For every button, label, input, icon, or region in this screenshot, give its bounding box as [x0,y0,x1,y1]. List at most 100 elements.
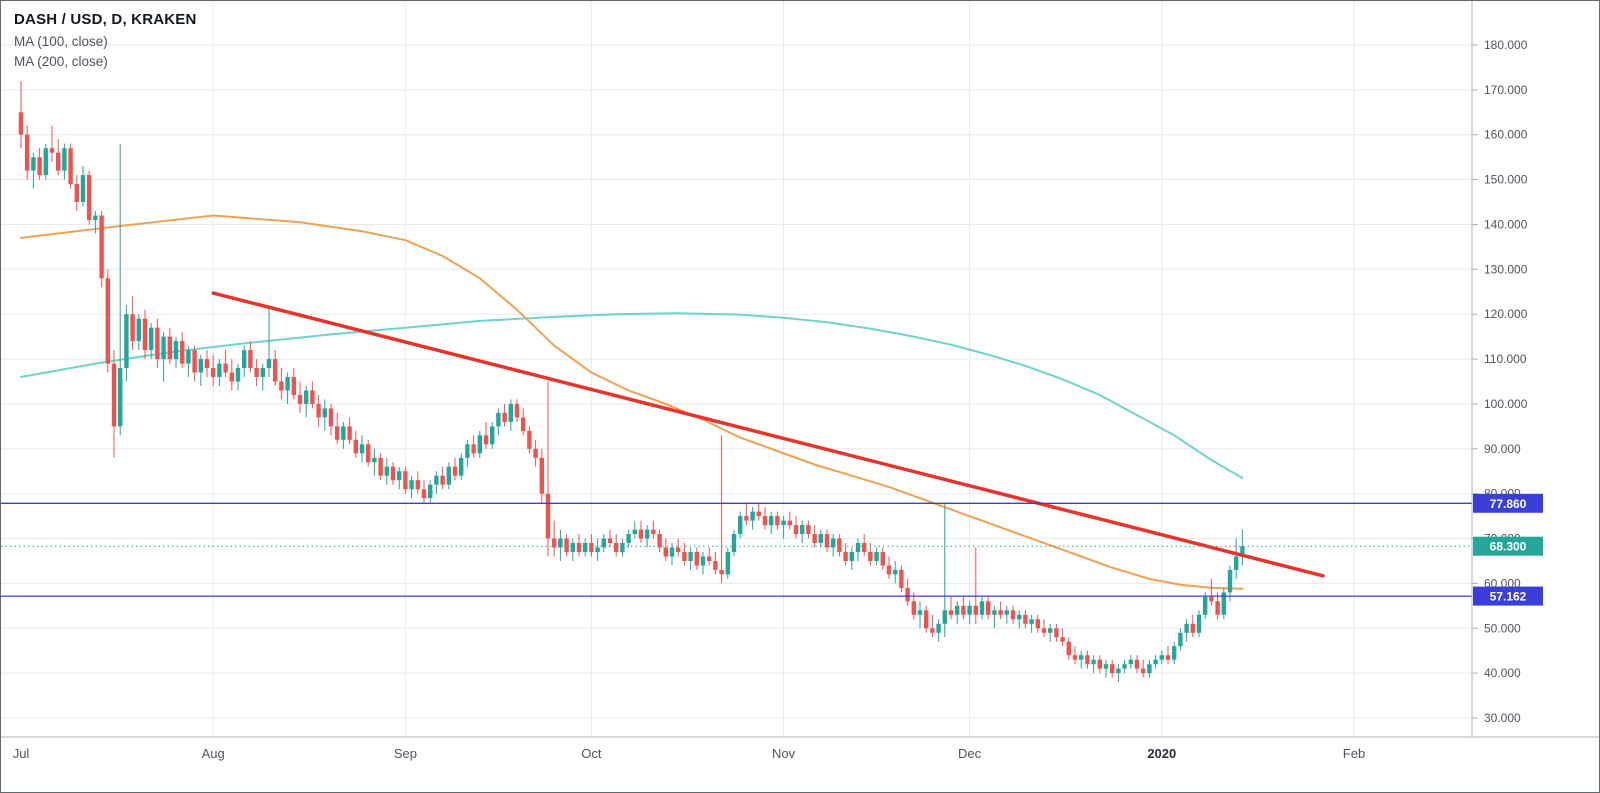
candle-body [1178,632,1183,647]
time-tick-label: Feb [1343,746,1365,761]
upper-level-badge[interactable]: 77.860 [1473,493,1543,513]
price-axis[interactable]: 180.000 170.000 160.000 150.000 140.000 130.0… [1472,38,1528,725]
candle-body [955,605,960,615]
candle-body [322,408,327,418]
candle-body [384,466,389,476]
candle-body [1147,664,1152,674]
candle-body [316,403,321,418]
price-tick-label: 120.000 [1484,307,1528,321]
candle-body [744,516,749,521]
candle-body [775,516,780,526]
ma200-line[interactable] [20,312,1244,479]
time-axis[interactable]: Jul Aug Sep Oct Nov Dec 2020 Feb [13,746,1366,761]
candle-body [533,448,538,458]
time-tick-label: 2020 [1147,746,1176,761]
candle-body [359,444,365,454]
candle-body [552,538,557,548]
candle-body [446,466,451,485]
candle-body [1184,623,1189,633]
candle-body [496,412,501,427]
time-tick-label: Sep [394,746,417,761]
candle-body [942,610,947,624]
candle-body [18,112,24,135]
candle-body [899,569,904,588]
ma200-legend[interactable]: MA (200, close) [14,54,108,69]
candles-series[interactable] [18,80,1245,683]
candle-body [297,395,303,404]
candle-body [1023,614,1028,624]
candle-body [793,525,799,534]
candle-body [43,148,48,176]
badge-price-label: 57.162 [1490,590,1527,604]
price-tick-label: 180.000 [1484,38,1528,52]
candle-body [266,359,272,368]
candle-body [105,278,110,364]
candle-body [1103,664,1109,669]
candle-body [1203,596,1208,615]
candle-body [155,327,160,360]
candle-body [595,547,600,552]
candle-body [409,480,414,490]
candle-body [973,605,978,615]
candle-body [1227,569,1233,593]
candle-body [1128,659,1133,665]
ma100-legend[interactable]: MA (100, close) [14,34,108,49]
candle-body [607,538,613,543]
candle-body [682,552,687,561]
candle-body [1035,619,1040,629]
candle-body [248,350,253,368]
candle-body [477,435,482,454]
candle-body [707,556,712,561]
candle-body [353,439,358,454]
candle-body [651,529,656,534]
candle-body [217,363,222,377]
candle-body [1079,655,1084,660]
trendline[interactable] [211,291,1325,578]
candle-body [1190,623,1195,633]
candle-body [700,556,706,566]
candle-body [80,175,86,202]
lower-level-badge[interactable]: 57.162 [1473,586,1543,606]
candle-body [279,381,284,391]
candle-body [223,363,228,373]
candle-body [657,534,662,548]
candle-body [211,368,216,377]
last-price-badge[interactable]: 68.300 [1473,536,1543,556]
chart-legend: DASH / USD, D, KRAKEN MA (100, close) MA… [14,11,197,72]
candle-body [149,327,154,351]
time-tick-label: Aug [202,746,225,761]
candle-body [676,547,681,552]
grid-layer [1,1,1472,737]
candle-body [1159,655,1164,660]
candle-body [471,444,476,454]
time-tick-label: Oct [581,746,602,761]
candle-body [725,552,730,575]
candle-body [874,552,879,561]
candle-body [1240,546,1245,557]
candle-body [663,547,668,557]
candle-body [812,534,817,543]
candle-body [911,601,916,615]
candle-body [285,377,290,391]
candle-body [1141,668,1146,674]
candle-body [1060,637,1065,642]
candle-body [167,336,172,360]
candle-body [434,475,439,485]
candle-body [273,359,278,382]
price-tick-label: 100.000 [1484,397,1528,411]
price-tick-label: 160.000 [1484,128,1528,142]
candle-body [378,457,383,476]
ma100-line[interactable] [20,214,1244,590]
candle-body [521,417,526,431]
candle-body [750,511,755,521]
candle-body [328,408,334,427]
badge-price-label: 77.860 [1490,497,1527,511]
candle-body [868,552,873,561]
candle-body [824,534,830,548]
candle-body [992,610,997,615]
candle-body [1048,628,1053,633]
symbol-title[interactable]: DASH / USD, D, KRAKEN [14,11,197,28]
candle-body [142,318,148,351]
